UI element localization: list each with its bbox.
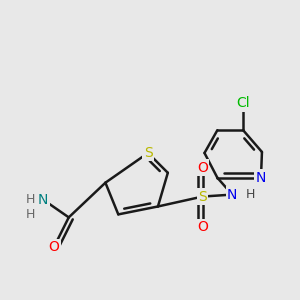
Text: O: O [49,240,59,254]
Text: S: S [198,190,207,204]
Text: Cl: Cl [236,96,250,110]
Text: S: S [144,146,152,160]
Text: H: H [26,208,35,221]
Text: N: N [256,171,266,185]
Text: N: N [227,188,237,202]
Text: H: H [246,188,256,201]
Text: N: N [38,193,48,206]
Text: O: O [197,161,208,175]
Text: H: H [26,193,35,206]
Text: O: O [197,220,208,234]
